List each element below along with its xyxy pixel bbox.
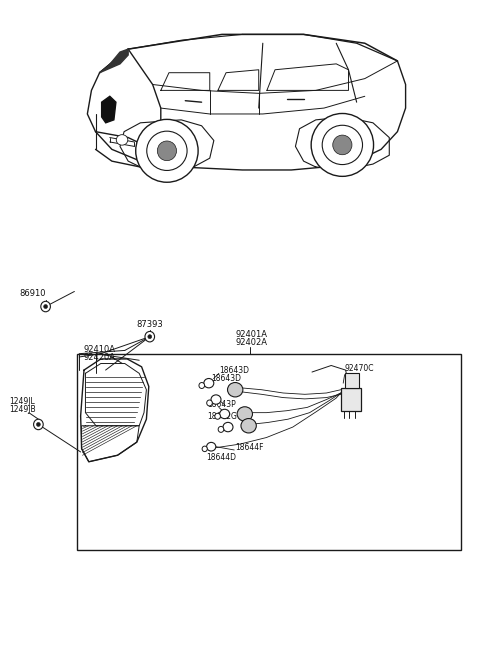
Text: 18642G: 18642G bbox=[207, 411, 237, 421]
Ellipse shape bbox=[207, 400, 212, 406]
Text: 18643D: 18643D bbox=[219, 365, 249, 375]
Ellipse shape bbox=[136, 119, 198, 182]
Polygon shape bbox=[102, 96, 116, 123]
Ellipse shape bbox=[223, 422, 233, 432]
Ellipse shape bbox=[41, 301, 50, 312]
Ellipse shape bbox=[211, 395, 221, 404]
Ellipse shape bbox=[241, 419, 256, 433]
Text: 92410A: 92410A bbox=[84, 345, 116, 354]
Text: 18643D: 18643D bbox=[211, 374, 241, 383]
Text: 92470C: 92470C bbox=[345, 364, 374, 373]
Bar bbox=[341, 388, 361, 411]
Ellipse shape bbox=[220, 409, 229, 419]
Ellipse shape bbox=[116, 135, 128, 145]
Ellipse shape bbox=[44, 305, 48, 309]
Ellipse shape bbox=[333, 135, 352, 155]
Ellipse shape bbox=[147, 131, 187, 170]
Ellipse shape bbox=[206, 442, 216, 451]
Text: 87393: 87393 bbox=[137, 320, 164, 329]
Text: 1249JL: 1249JL bbox=[10, 397, 36, 406]
Text: 18644F: 18644F bbox=[235, 443, 264, 452]
Text: 18643P: 18643P bbox=[207, 400, 236, 409]
Text: 92402A: 92402A bbox=[235, 338, 267, 347]
Ellipse shape bbox=[157, 141, 177, 160]
Ellipse shape bbox=[311, 113, 373, 176]
Ellipse shape bbox=[34, 419, 43, 430]
Bar bbox=[345, 373, 359, 388]
Bar bbox=[77, 354, 461, 550]
Ellipse shape bbox=[215, 413, 220, 419]
Text: 86910: 86910 bbox=[19, 289, 46, 298]
Ellipse shape bbox=[204, 379, 214, 388]
Ellipse shape bbox=[218, 426, 224, 432]
Ellipse shape bbox=[322, 125, 362, 164]
Ellipse shape bbox=[202, 446, 207, 451]
Ellipse shape bbox=[36, 422, 40, 426]
Ellipse shape bbox=[148, 335, 152, 339]
Text: 92401A: 92401A bbox=[235, 329, 267, 339]
Ellipse shape bbox=[237, 407, 252, 421]
Text: 1249JB: 1249JB bbox=[10, 405, 36, 414]
Ellipse shape bbox=[145, 331, 155, 342]
Text: 18644D: 18644D bbox=[206, 453, 236, 462]
Ellipse shape bbox=[228, 383, 243, 397]
Polygon shape bbox=[100, 49, 128, 73]
Text: 92420A: 92420A bbox=[84, 352, 116, 362]
Ellipse shape bbox=[199, 383, 204, 388]
